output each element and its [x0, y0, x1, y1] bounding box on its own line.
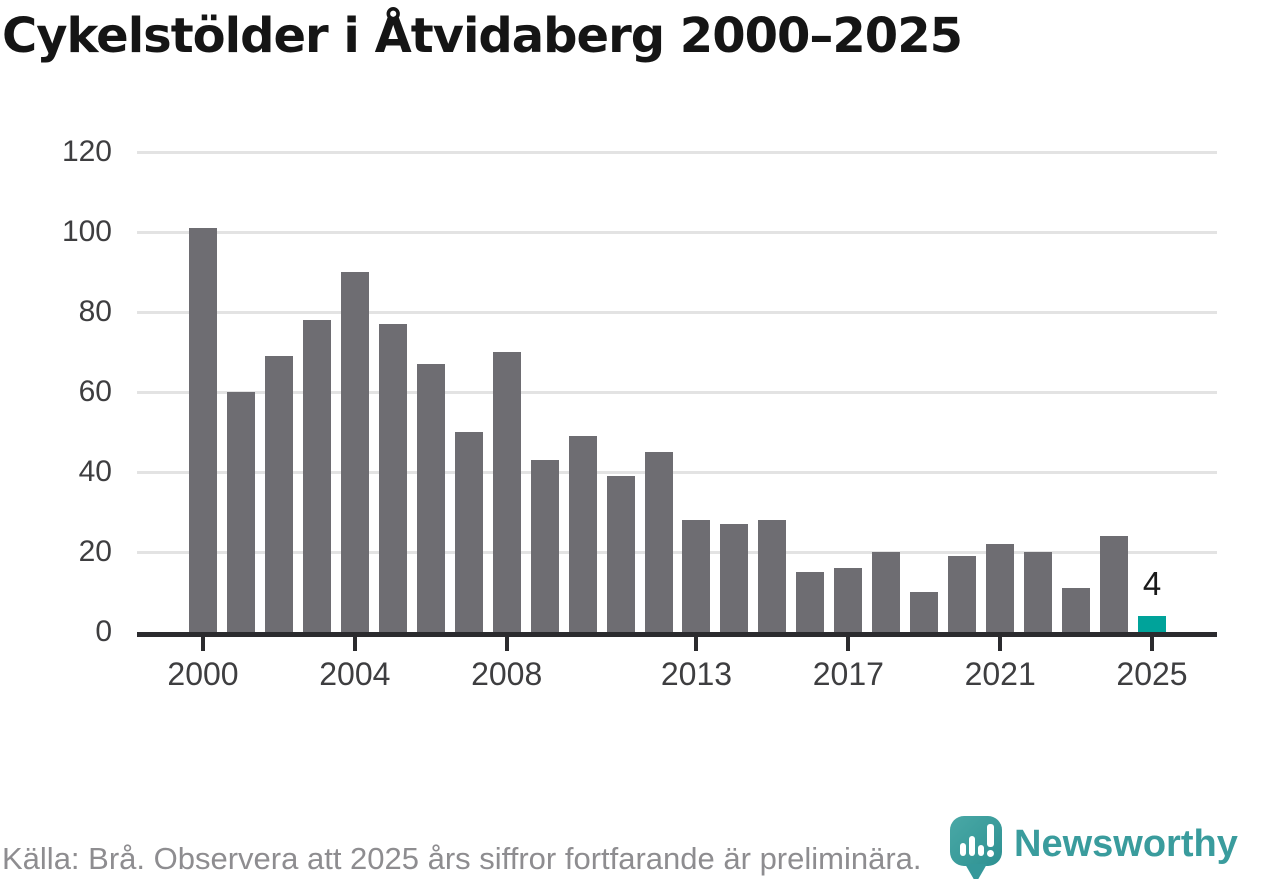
bar-2015	[758, 520, 787, 632]
bar-value-label-2025: 4	[1142, 565, 1162, 602]
bar-2014	[720, 524, 749, 632]
x-tick-2025	[1150, 637, 1154, 651]
y-axis-label-20: 20	[78, 535, 112, 568]
x-tick-2013	[694, 637, 699, 651]
x-tick-2000	[201, 637, 205, 651]
bar-2000	[189, 228, 217, 632]
x-axis-line	[137, 632, 1217, 637]
chart-title: Cykelstölder i Åtvidaberg 2000–2025	[2, 8, 963, 64]
bar-2002	[264, 356, 293, 632]
bar-2019	[910, 592, 939, 632]
bar-2008	[492, 352, 521, 632]
bar-2018	[872, 552, 901, 632]
bar-2013	[682, 520, 711, 632]
y-axis-label-60: 60	[78, 375, 112, 408]
pin-tail-icon	[965, 864, 987, 879]
bar-2001	[226, 392, 255, 632]
y-axis-label-40: 40	[78, 455, 112, 488]
pin-chart-bar-icon	[969, 836, 975, 856]
x-tick-2021	[998, 637, 1003, 651]
bar-2005	[378, 324, 407, 632]
bar-2006	[416, 364, 445, 632]
pin-chart-dot-icon	[987, 850, 994, 857]
bar-2022	[1024, 552, 1053, 632]
x-axis-label-2021: 2021	[964, 656, 1036, 692]
pin-chart-bar-icon	[987, 824, 994, 847]
bar-2017	[834, 568, 863, 632]
x-axis-label-2025: 2025	[1116, 656, 1188, 692]
plot-area: 2000 2004 2008 2013 2017 2021 2025 4	[137, 151, 1217, 692]
x-axis-label-2008: 2008	[471, 656, 543, 692]
bar-2009	[530, 460, 559, 632]
gridline-y-100	[137, 231, 1217, 234]
bar-2020	[948, 556, 977, 632]
x-tick-2008	[504, 637, 509, 651]
y-axis-label-80: 80	[78, 295, 112, 328]
gridline-y-60	[137, 391, 1217, 394]
y-axis-label-120: 120	[61, 135, 112, 168]
x-axis-label-2004: 2004	[319, 656, 391, 692]
bar-2023	[1062, 588, 1091, 632]
bar-2003	[302, 320, 331, 632]
bar-2010	[568, 436, 597, 632]
x-axis-label-2017: 2017	[812, 656, 884, 692]
brand-name: Newsworthy	[1014, 823, 1238, 865]
y-axis-label-100: 100	[61, 215, 112, 248]
bar-2025	[1138, 616, 1166, 632]
pin-chart-bar-icon	[978, 845, 984, 856]
pin-chart-bar-icon	[960, 843, 966, 856]
source-note: Källa: Brå. Observera att 2025 års siffr…	[2, 841, 922, 876]
gridline-y-120	[137, 151, 1217, 154]
x-tick-2017	[846, 637, 851, 651]
x-tick-2004	[352, 637, 357, 651]
gridline-y-80	[137, 311, 1217, 314]
bar-2021	[986, 544, 1015, 632]
gridline-y-20	[137, 551, 1217, 554]
bar-2016	[796, 572, 825, 632]
gridline-y-40	[137, 471, 1217, 474]
bar-2011	[606, 476, 635, 632]
bar-2024	[1100, 536, 1129, 632]
x-axis-label-2013: 2013	[660, 656, 733, 692]
bar-2012	[644, 452, 673, 632]
newsworthy-pin-icon	[950, 816, 1002, 866]
x-axis-label-2000: 2000	[167, 656, 239, 692]
bar-2004	[340, 272, 369, 632]
bar-2007	[454, 432, 483, 632]
y-axis-label-0: 0	[95, 615, 112, 648]
